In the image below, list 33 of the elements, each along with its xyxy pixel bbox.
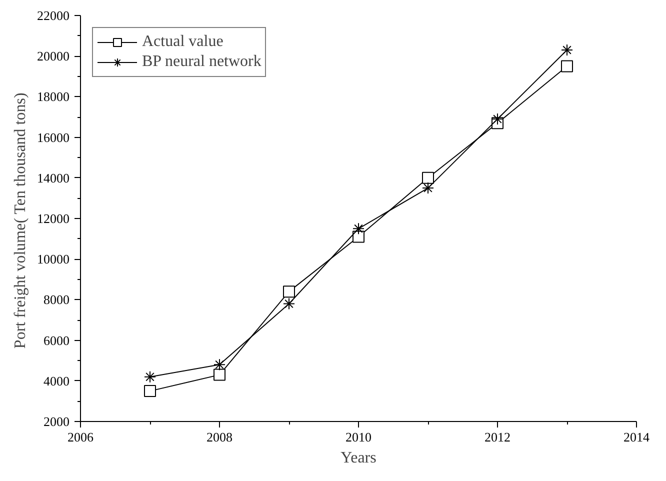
y-tick-label: 6000 — [44, 332, 70, 348]
y-tick-label: 18000 — [37, 89, 70, 104]
x-tick-label: 2010 — [346, 430, 372, 444]
point — [144, 385, 156, 398]
point — [422, 182, 434, 194]
point — [561, 44, 573, 56]
y-axis-title: Port freight volume( Ten thousand tons) — [12, 92, 29, 349]
y-tick-label: 20000 — [37, 48, 70, 64]
y-tick-label: 22000 — [37, 8, 70, 23]
point — [352, 230, 364, 243]
x-tick-label: 2008 — [206, 430, 232, 444]
point — [561, 60, 573, 72]
x-tick-label: 2012 — [484, 430, 510, 444]
y-tick-label: 14000 — [37, 170, 70, 186]
y-tick-label: 4000 — [44, 373, 70, 388]
point — [422, 172, 434, 184]
point — [283, 298, 295, 310]
point — [492, 113, 504, 126]
point — [144, 370, 156, 383]
x-axis-title: Years — [340, 450, 376, 466]
point — [283, 286, 295, 298]
point — [352, 222, 364, 235]
y-tick-label: 16000 — [37, 130, 70, 145]
x-tick-label: 2006 — [68, 430, 94, 444]
x-tick-label: 2014 — [624, 430, 650, 444]
point — [214, 368, 226, 381]
legend-label: Actual value — [142, 33, 224, 51]
legend-label: BP neural network — [142, 53, 262, 71]
point — [214, 358, 226, 371]
y-tick-label: 2000 — [44, 414, 70, 429]
y-tick-label: 8000 — [44, 292, 70, 308]
y-tick-label: 12000 — [37, 211, 70, 226]
y-tick-label: 10000 — [37, 252, 70, 267]
